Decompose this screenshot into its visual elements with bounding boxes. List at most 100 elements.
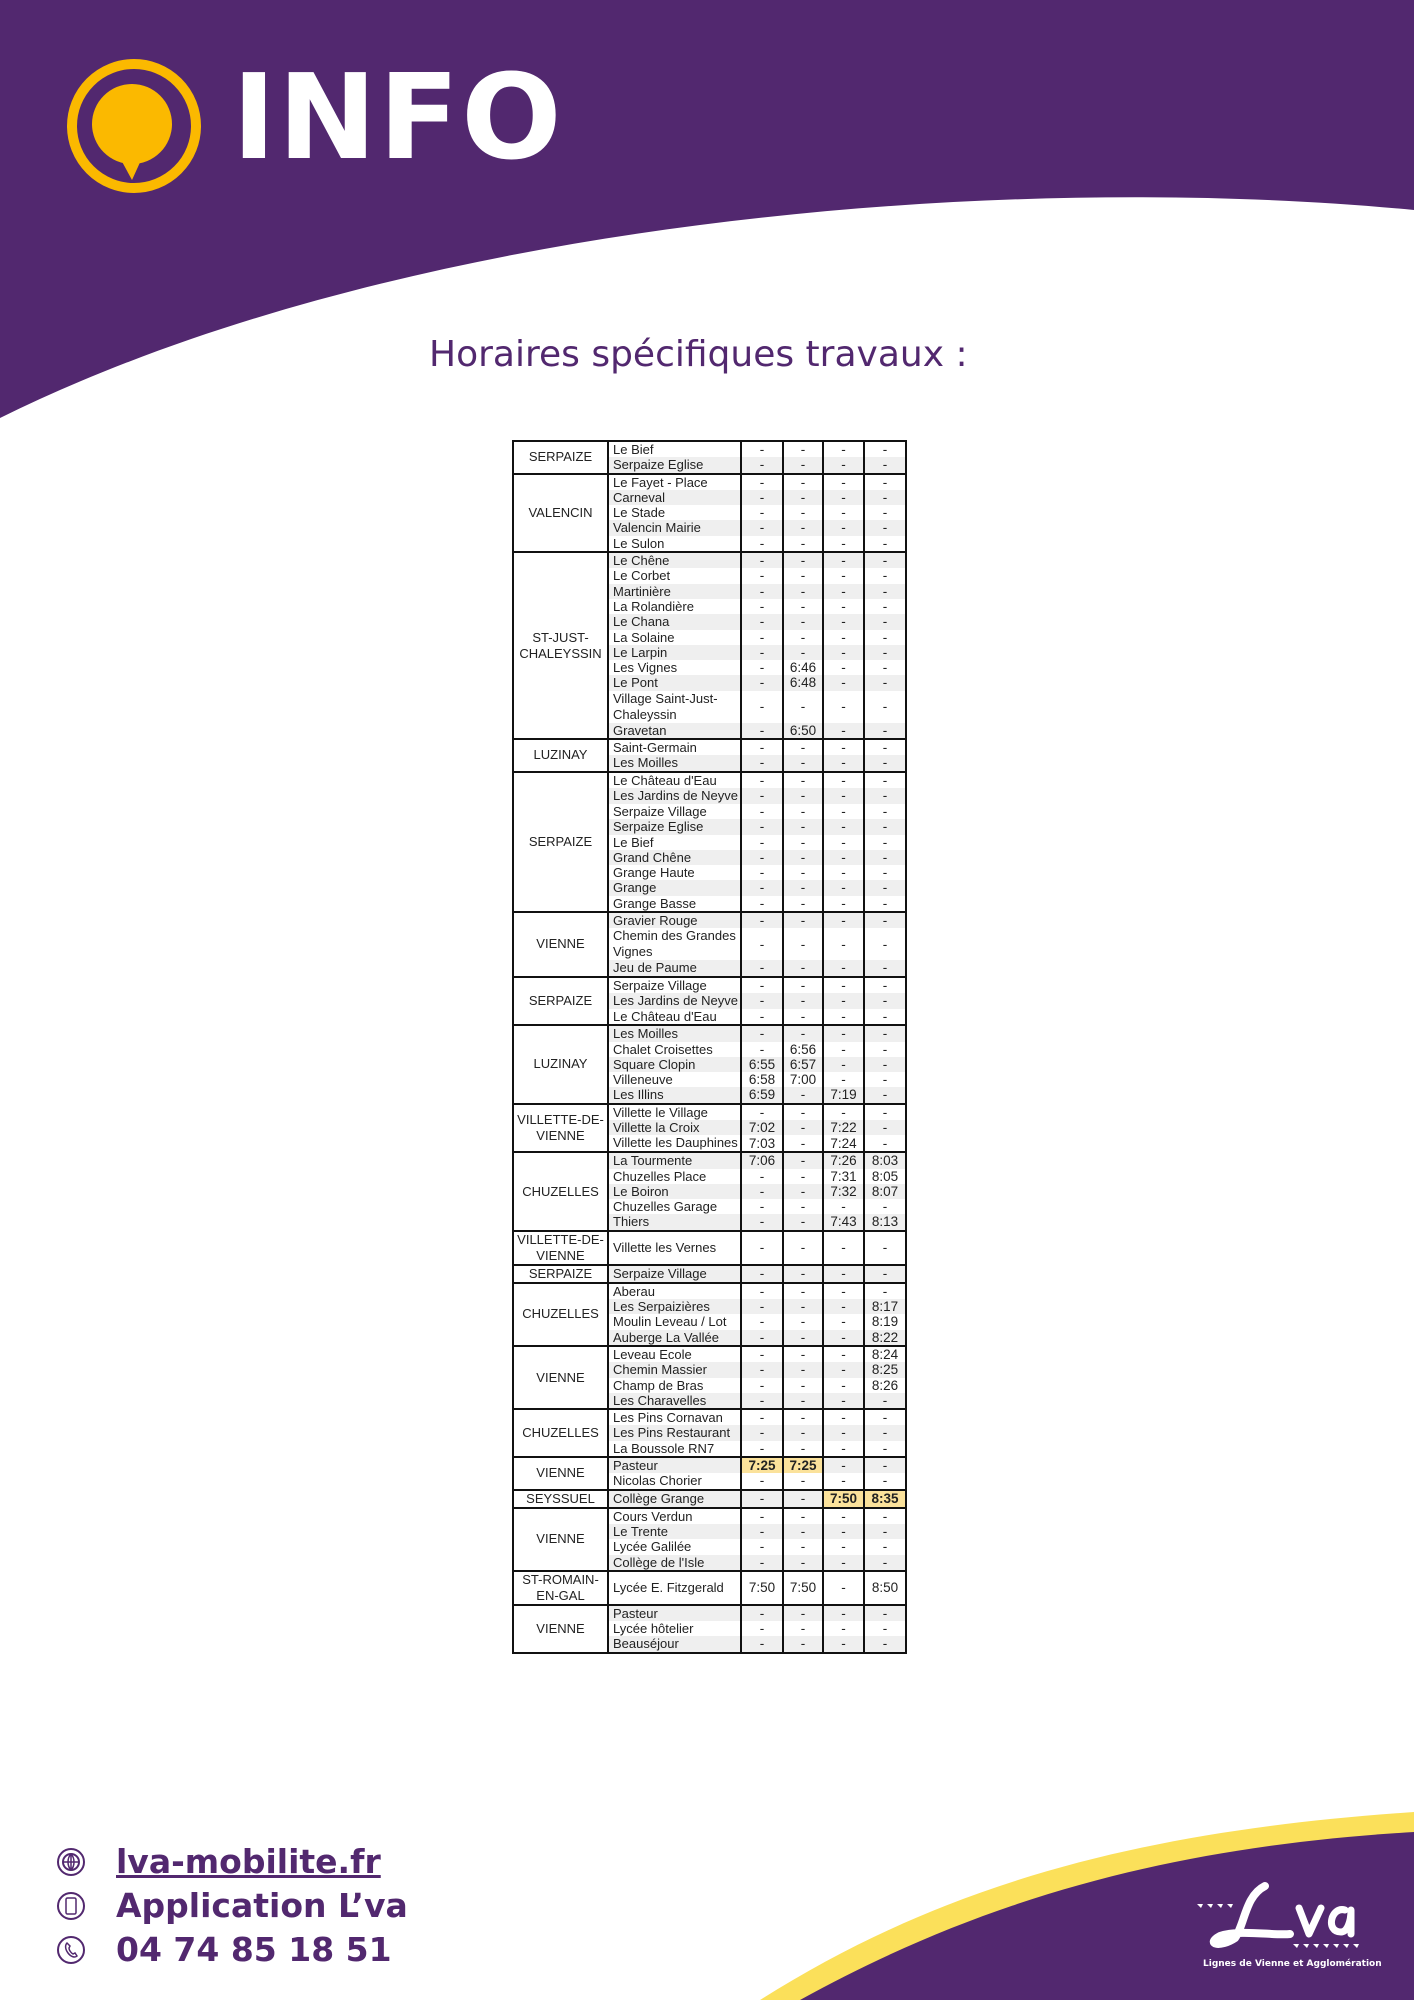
time-cell: - xyxy=(782,910,824,929)
time-cell: - xyxy=(740,472,784,490)
time-cell: - xyxy=(782,1440,824,1458)
time-cell: - xyxy=(782,598,824,615)
time-cell: - xyxy=(782,1151,824,1169)
stop-name: Square Clopin xyxy=(607,1056,742,1073)
stop-name: La Solaine xyxy=(607,629,742,645)
website-label[interactable]: lva-mobilite.fr xyxy=(116,1842,381,1881)
time-cell: 6:48 xyxy=(782,675,824,691)
time-cell: - xyxy=(782,738,824,756)
table-row: Le Château d'Eau - - - - xyxy=(513,1008,907,1026)
time-cell: - xyxy=(822,1554,865,1571)
time-cell: - xyxy=(822,690,865,723)
stop-name: Serpaize Eglise xyxy=(607,819,742,835)
time-cell: - xyxy=(782,1603,824,1622)
stop-name: Le Sulon xyxy=(607,535,742,553)
time-cell: - xyxy=(782,1119,824,1136)
stop-name: Le Fayet - Place xyxy=(607,472,742,490)
time-cell: 7:03 xyxy=(740,1135,784,1153)
time-cell: - xyxy=(782,1362,824,1378)
time-cell: - xyxy=(822,568,865,584)
time-cell: - xyxy=(782,1229,824,1265)
stop-name: Villette la Croix xyxy=(607,1119,742,1136)
time-cell: - xyxy=(782,614,824,630)
time-cell: - xyxy=(740,1377,784,1393)
table-row: VIENNE Pasteur - - - - xyxy=(512,1603,907,1653)
time-cell: - xyxy=(740,505,784,521)
time-cell: - xyxy=(740,1214,784,1231)
time-cell: - xyxy=(822,770,865,788)
table-row: Le Larpin - - - - xyxy=(513,644,907,661)
stop-name: Serpaize Village xyxy=(607,803,742,820)
time-cell: - xyxy=(740,1362,784,1378)
time-cell: 8:35 xyxy=(863,1488,907,1508)
table-row: Villette la Croix 7:02-7:22- xyxy=(513,1119,907,1136)
time-cell: - xyxy=(863,1056,907,1073)
commune-cell: VIENNE xyxy=(512,1344,609,1410)
stop-name: Le Boiron xyxy=(607,1183,742,1200)
table-row: Grange Basse - - - - xyxy=(513,895,907,913)
time-cell: - xyxy=(782,1344,824,1363)
time-cell: - xyxy=(782,1392,824,1410)
table-row: Nicolas Chorier - - - - xyxy=(513,1473,907,1490)
time-cell: - xyxy=(822,1362,865,1378)
time-cell: - xyxy=(822,722,865,740)
time-cell: - xyxy=(782,1299,824,1315)
time-cell: - xyxy=(863,1523,907,1540)
stop-name: Pasteur xyxy=(607,1603,742,1622)
time-cell: - xyxy=(863,598,907,615)
time-cell: - xyxy=(782,1087,824,1104)
time-cell: - xyxy=(863,1440,907,1458)
table-row: Le Sulon - - - - xyxy=(513,535,907,553)
stop-name: Les Charavelles xyxy=(607,1392,742,1410)
stop-name: Le Chana xyxy=(607,614,742,630)
commune-cell: VILLETTE-DE-VIENNE xyxy=(512,1229,609,1265)
time-cell: - xyxy=(822,457,865,474)
time-cell: - xyxy=(822,505,865,521)
table-row: SERPAIZE Serpaize Village - - - - xyxy=(512,975,907,1026)
table-row: SERPAIZE Le Château d'Eau - - - - xyxy=(512,770,907,913)
time-cell: - xyxy=(863,520,907,536)
table-row: Serpaize Eglise - - - - xyxy=(513,819,907,835)
stop-name: Chuzelles Place xyxy=(607,1168,742,1184)
time-cell: - xyxy=(822,738,865,756)
table-row: SERPAIZE Serpaize Village - - - - xyxy=(512,1263,907,1283)
time-cell: - xyxy=(822,1199,865,1215)
time-cell: - xyxy=(863,960,907,977)
time-cell: - xyxy=(863,895,907,913)
time-cell: - xyxy=(822,1539,865,1555)
time-cell: - xyxy=(782,1183,824,1200)
time-cell: 7:25 xyxy=(740,1456,784,1474)
time-cell: - xyxy=(863,505,907,521)
time-cell: - xyxy=(782,1377,824,1393)
time-cell: - xyxy=(863,1621,907,1637)
time-cell: - xyxy=(782,1314,824,1330)
table-row: Jeu de Paume - - - - xyxy=(513,960,907,977)
time-cell: - xyxy=(782,880,824,896)
time-cell: - xyxy=(863,738,907,756)
time-cell: - xyxy=(740,1488,784,1508)
commune-cell: ST-ROMAIN-EN-GAL xyxy=(512,1569,609,1605)
time-cell: - xyxy=(822,1329,865,1346)
table-row: Lycée hôtelier - - - - xyxy=(513,1621,907,1637)
commune-cell: SERPAIZE xyxy=(512,440,609,474)
commune-cell: VALENCIN xyxy=(512,472,609,553)
time-cell: - xyxy=(782,1621,824,1637)
time-cell: - xyxy=(740,787,784,804)
time-cell: - xyxy=(822,472,865,490)
time-cell: - xyxy=(863,489,907,506)
time-cell: - xyxy=(740,520,784,536)
time-cell: - xyxy=(863,819,907,835)
stop-name: Moulin Leveau / Lot xyxy=(607,1314,742,1330)
time-cell: - xyxy=(782,1199,824,1215)
time-cell: 7:22 xyxy=(822,1119,865,1136)
time-cell: - xyxy=(822,614,865,630)
stop-name: Villette le Village xyxy=(607,1102,742,1120)
time-cell: - xyxy=(740,457,784,474)
time-cell: - xyxy=(782,755,824,772)
time-cell: - xyxy=(782,1008,824,1026)
stop-name: Le Bief xyxy=(607,834,742,850)
time-cell: - xyxy=(863,675,907,691)
time-cell: - xyxy=(863,787,907,804)
time-cell: 8:25 xyxy=(863,1362,907,1378)
